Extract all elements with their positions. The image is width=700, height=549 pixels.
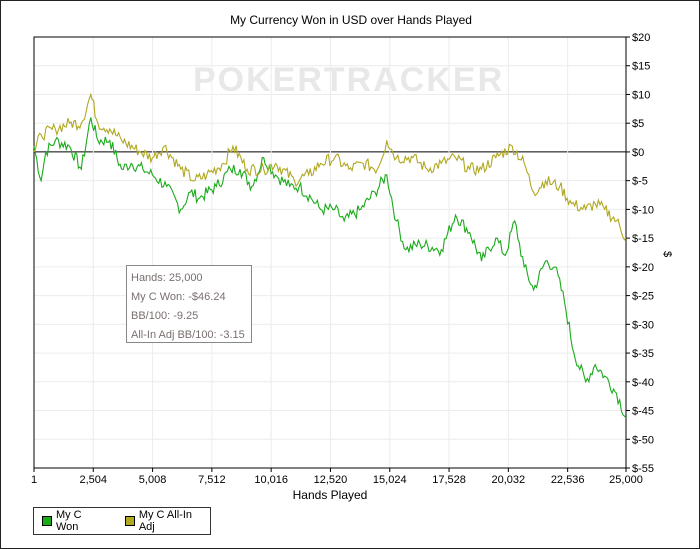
- y-tick-label: $-5: [632, 176, 648, 188]
- y-tick-label: $-25: [632, 291, 654, 303]
- x-tick-label: 1: [31, 474, 37, 486]
- x-tick-label: 20,032: [492, 474, 526, 486]
- x-tick-label: 25,000: [609, 474, 643, 486]
- x-tick-label: 15,024: [373, 474, 407, 486]
- y-tick-label: $-20: [632, 262, 654, 274]
- x-tick-label: 5,008: [139, 474, 167, 486]
- x-tick-label: 10,016: [254, 474, 288, 486]
- y-tick-label: $-15: [632, 233, 654, 245]
- y-tick-label: $-45: [632, 406, 654, 418]
- y-tick-label: $15: [632, 61, 650, 73]
- y-tick-label: $-40: [632, 377, 654, 389]
- y-tick-label: $-30: [632, 319, 654, 331]
- x-tick-label: 7,512: [198, 474, 226, 486]
- x-tick-label: 17,528: [432, 474, 466, 486]
- tooltip-hands: Hands: 25,000: [131, 272, 203, 284]
- plot-border: [33, 36, 627, 469]
- legend-swatch: [124, 516, 135, 526]
- tooltip-bb100: BB/100: -9.25: [131, 310, 199, 322]
- legend: My C Won My C All-In Adj: [33, 507, 211, 535]
- y-axis-label: $: [661, 251, 673, 257]
- y-tick-label: $0: [632, 147, 644, 159]
- legend-item-won[interactable]: My C Won: [42, 509, 107, 533]
- legend-swatch: [42, 516, 52, 526]
- x-tick-label: 22,536: [551, 474, 585, 486]
- y-tick-label: $-50: [632, 434, 654, 446]
- y-tick-label: $5: [632, 118, 644, 130]
- y-tick-label: $-55: [632, 463, 654, 475]
- y-tick-label: $20: [632, 32, 650, 44]
- tooltip-won: My C Won: -$46.24: [131, 291, 226, 303]
- x-tick-label: 2,504: [80, 474, 108, 486]
- summary-tooltip: Hands: 25,000 My C Won: -$46.24 BB/100: …: [126, 265, 252, 343]
- chart-title: My Currency Won in USD over Hands Played: [230, 13, 472, 27]
- x-tick-label: 12,520: [314, 474, 348, 486]
- series-line-0: [33, 117, 627, 419]
- x-axis-label: Hands Played: [292, 488, 368, 502]
- tooltip-allin: All-In Adj BB/100: -3.15: [131, 329, 245, 341]
- series-line-1: [33, 92, 627, 241]
- y-tick-label: $10: [632, 89, 650, 101]
- y-tick-label: $-10: [632, 204, 654, 216]
- watermark-logo: POKERTRACKER: [193, 61, 505, 99]
- legend-item-allin[interactable]: My C All-In Adj: [124, 509, 210, 533]
- y-tick-label: $-35: [632, 348, 654, 360]
